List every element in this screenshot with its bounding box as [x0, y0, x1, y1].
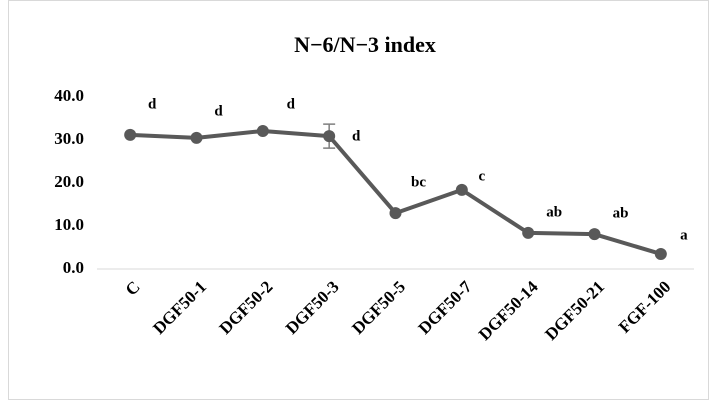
data-point	[124, 128, 137, 141]
data-point	[455, 183, 468, 196]
data-point	[588, 228, 601, 241]
data-point	[323, 130, 336, 143]
data-point	[256, 124, 269, 137]
significance-letter: d	[352, 129, 361, 145]
y-tick-label: 20.0	[54, 172, 84, 191]
y-tick-label: 10.0	[54, 215, 84, 234]
y-tick-label: 30.0	[54, 129, 84, 148]
significance-letter: ab	[613, 206, 629, 222]
data-point	[389, 207, 402, 220]
data-point	[190, 131, 203, 144]
significance-letter: d	[214, 103, 223, 119]
chart-title: N−6/N−3 index	[294, 32, 436, 57]
chart-frame	[8, 0, 709, 400]
data-point	[522, 226, 535, 239]
data-point	[654, 247, 667, 260]
significance-letter: a	[680, 227, 688, 243]
significance-letter: bc	[411, 175, 426, 191]
significance-letter: d	[148, 96, 157, 112]
y-tick-label: 40.0	[54, 86, 84, 105]
significance-letter: d	[287, 96, 296, 112]
significance-letter: ab	[546, 204, 562, 220]
y-tick-label: 0.0	[63, 258, 84, 277]
significance-letter: c	[478, 168, 485, 184]
